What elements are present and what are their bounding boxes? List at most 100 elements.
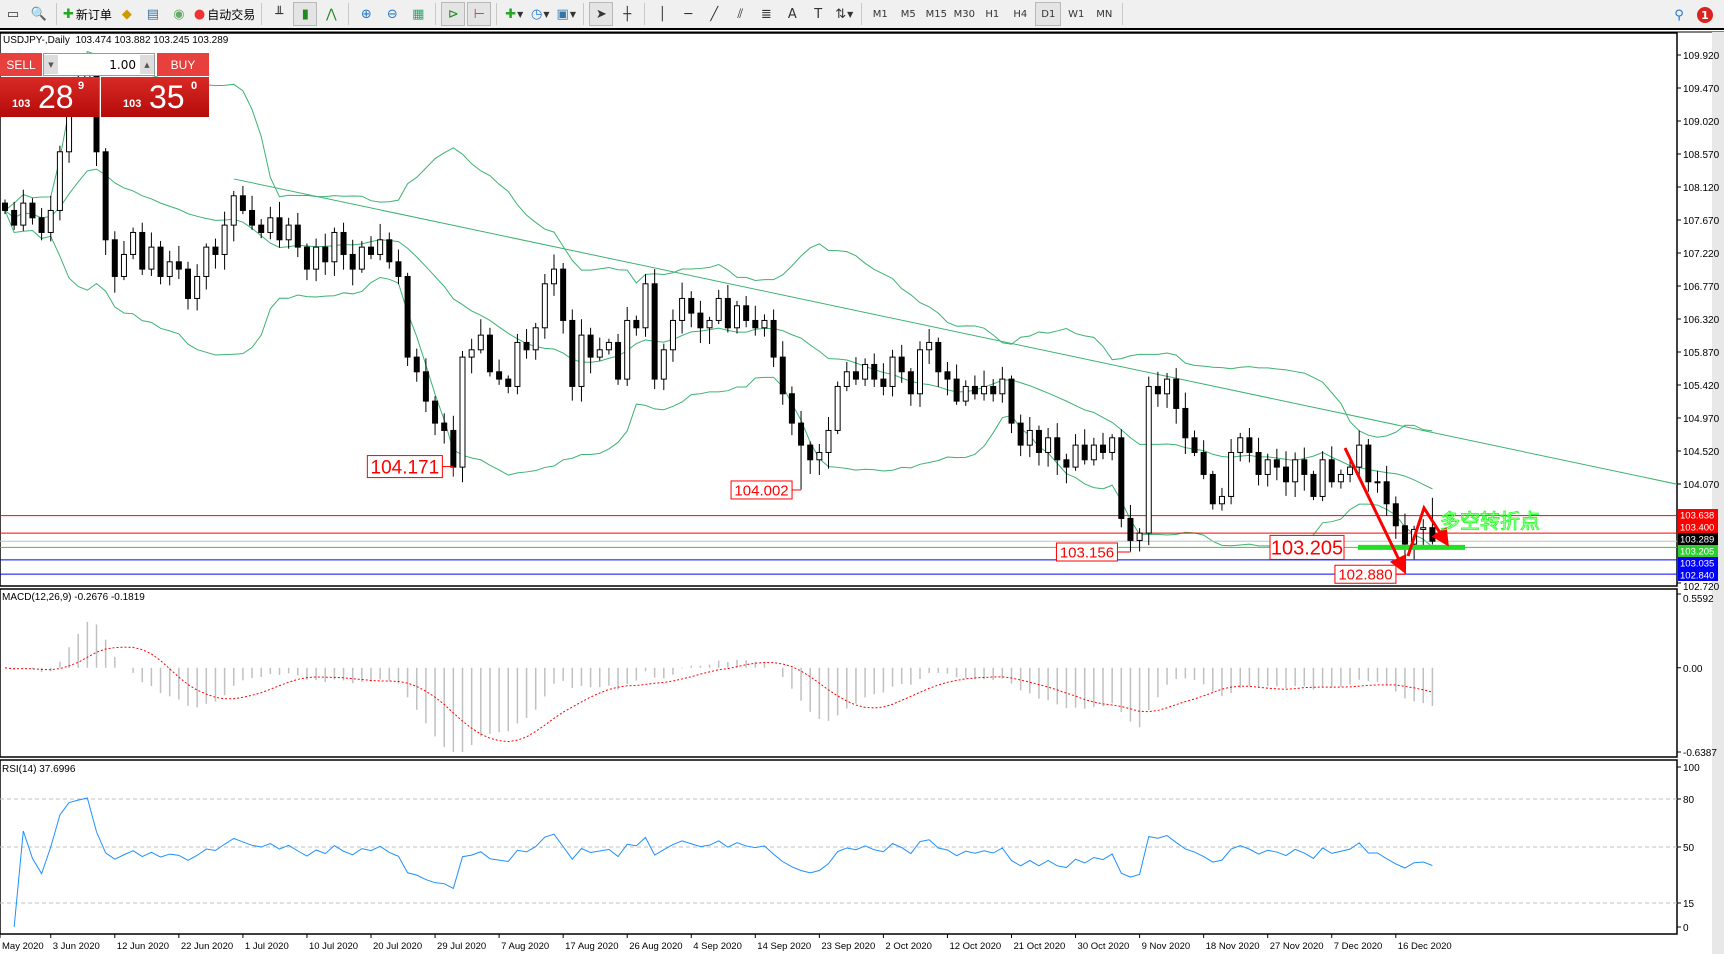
candle-body xyxy=(569,319,576,387)
vertical-line-icon[interactable]: │ xyxy=(658,6,667,22)
candle-body xyxy=(1383,481,1390,505)
market-watch-icon[interactable]: ◆ xyxy=(121,6,132,22)
timeframe-w1[interactable]: W1 xyxy=(1068,8,1085,20)
candle-body xyxy=(38,217,45,233)
candle-body xyxy=(1136,532,1143,541)
horizontal-line-icon[interactable]: ─ xyxy=(684,6,693,22)
timeframe-h4[interactable]: H4 xyxy=(1013,8,1028,20)
timeframe-m5[interactable]: M5 xyxy=(900,8,916,20)
rsi-tick-label: 15 xyxy=(1683,899,1695,910)
timeframe-m15[interactable]: M15 xyxy=(925,8,947,20)
candle-body xyxy=(981,385,988,395)
rsi-tick-label: 80 xyxy=(1683,795,1695,806)
candle-body xyxy=(422,371,429,402)
separator xyxy=(1122,3,1124,25)
equidistant-channel-icon[interactable]: ⫽ xyxy=(737,6,744,22)
crosshair-icon[interactable]: ┼ xyxy=(623,6,632,22)
date-label: 12 Oct 2020 xyxy=(949,941,1001,952)
zoom-out-icon[interactable]: ⊖ xyxy=(386,6,398,22)
timeframe-m30[interactable]: M30 xyxy=(953,8,975,20)
sell-button[interactable]: SELL xyxy=(0,53,42,76)
timeframe-m1[interactable]: M1 xyxy=(872,8,888,20)
candle-body xyxy=(249,209,256,226)
candle-body xyxy=(432,400,439,424)
candle-body xyxy=(157,246,164,277)
navigator-icon[interactable]: ◉ xyxy=(173,6,185,22)
decrease-lot-button[interactable]: ▼ xyxy=(44,55,58,74)
candle-body xyxy=(1081,444,1088,461)
candle-body xyxy=(404,275,411,358)
candle-body xyxy=(2,202,8,211)
lot-size-stepper[interactable]: ▼ 1.00 ▲ xyxy=(43,53,155,76)
candle-body xyxy=(514,341,521,387)
candle-body xyxy=(688,297,695,314)
candle-body xyxy=(852,371,859,380)
candle-body xyxy=(486,334,493,373)
candle-body xyxy=(1090,444,1097,461)
candle-body xyxy=(194,275,201,299)
price-tick-label: 104.070 xyxy=(1683,480,1720,491)
text-icon[interactable]: A xyxy=(787,6,797,22)
line-chart-icon[interactable]: ⋀ xyxy=(325,6,337,22)
candle-body xyxy=(1035,429,1042,453)
candle-body xyxy=(20,202,27,226)
candle-body xyxy=(843,371,850,387)
lot-size-input[interactable]: 1.00 xyxy=(109,57,136,72)
candle-body xyxy=(1401,525,1408,545)
rsi-tick-label: 0 xyxy=(1683,923,1689,934)
rsi-tick-label: 50 xyxy=(1683,843,1695,854)
rsi-label: RSI(14) 37.6996 xyxy=(2,764,76,775)
bid-prefix: 103 xyxy=(12,98,31,110)
fibonacci-icon[interactable]: ≣ xyxy=(760,6,772,22)
bid-big: 28 xyxy=(38,79,74,115)
price-tick-label: 107.670 xyxy=(1683,216,1720,227)
arrows-button[interactable]: ⇅ ▼ xyxy=(832,2,856,26)
price-line-label-bg xyxy=(1678,545,1718,557)
search-icon[interactable]: ⚲ xyxy=(1674,7,1684,23)
rsi-tick-label: 100 xyxy=(1683,763,1700,774)
profiles-icon[interactable]: ▭ xyxy=(6,6,20,22)
candle-body xyxy=(880,378,887,387)
templates-button[interactable]: ▣ ▼ xyxy=(554,2,578,26)
candle-body xyxy=(111,239,118,277)
date-label: 14 Sep 2020 xyxy=(757,941,811,952)
auto-scroll-icon[interactable]: ⊢ xyxy=(467,2,492,26)
buy-button[interactable]: BUY xyxy=(157,53,209,76)
zoom-in-icon[interactable]: ⊕ xyxy=(360,6,372,22)
candle-body xyxy=(1063,459,1070,468)
chart-shift-icon[interactable]: ⊳ xyxy=(441,2,466,26)
bid-price-button[interactable]: 103 28 9 xyxy=(0,77,99,117)
candle-body xyxy=(999,378,1006,395)
separator xyxy=(644,3,646,25)
text-label-icon[interactable]: T xyxy=(814,6,823,22)
bar-chart-icon[interactable]: ╨ xyxy=(275,6,284,22)
date-label: 12 Jun 2020 xyxy=(117,941,169,952)
candle-body xyxy=(1173,378,1180,409)
indicators-button[interactable]: ✚ ▼ xyxy=(502,2,526,26)
periods-button[interactable]: ◷ ▼ xyxy=(528,2,552,26)
notifications-button[interactable]: 1 xyxy=(1693,3,1717,27)
candle-body xyxy=(56,151,63,211)
cursor-icon[interactable]: ➤ xyxy=(589,2,614,26)
timeframe-mn[interactable]: MN xyxy=(1096,8,1113,20)
timeframe-d1[interactable]: D1 xyxy=(1035,2,1062,26)
candlestick-chart-icon[interactable]: ▮ xyxy=(293,2,318,26)
increase-lot-button[interactable]: ▲ xyxy=(140,55,154,74)
low-label: 104.002 xyxy=(734,482,788,499)
timeframe-h1[interactable]: H1 xyxy=(985,8,1000,20)
bollinger-upper xyxy=(4,50,1433,438)
zoom-window-icon[interactable]: 🔍 xyxy=(30,6,48,22)
candle-body xyxy=(331,231,338,263)
data-window-icon[interactable]: ▤ xyxy=(146,6,160,22)
price-line-label-bg xyxy=(1678,521,1718,533)
candle-body xyxy=(1264,459,1271,475)
tile-windows-icon[interactable]: ▦ xyxy=(412,6,425,22)
candle-body xyxy=(907,371,914,395)
ask-price-button[interactable]: 103 35 0 xyxy=(101,77,209,117)
candle-body xyxy=(1218,495,1225,505)
auto-trading-button[interactable]: ● 自动交易 xyxy=(193,6,256,22)
candle-body xyxy=(1347,466,1354,475)
trendline-icon[interactable]: ╱ xyxy=(710,6,719,22)
new-order-button[interactable]: ✚ 新订单 xyxy=(63,6,112,22)
